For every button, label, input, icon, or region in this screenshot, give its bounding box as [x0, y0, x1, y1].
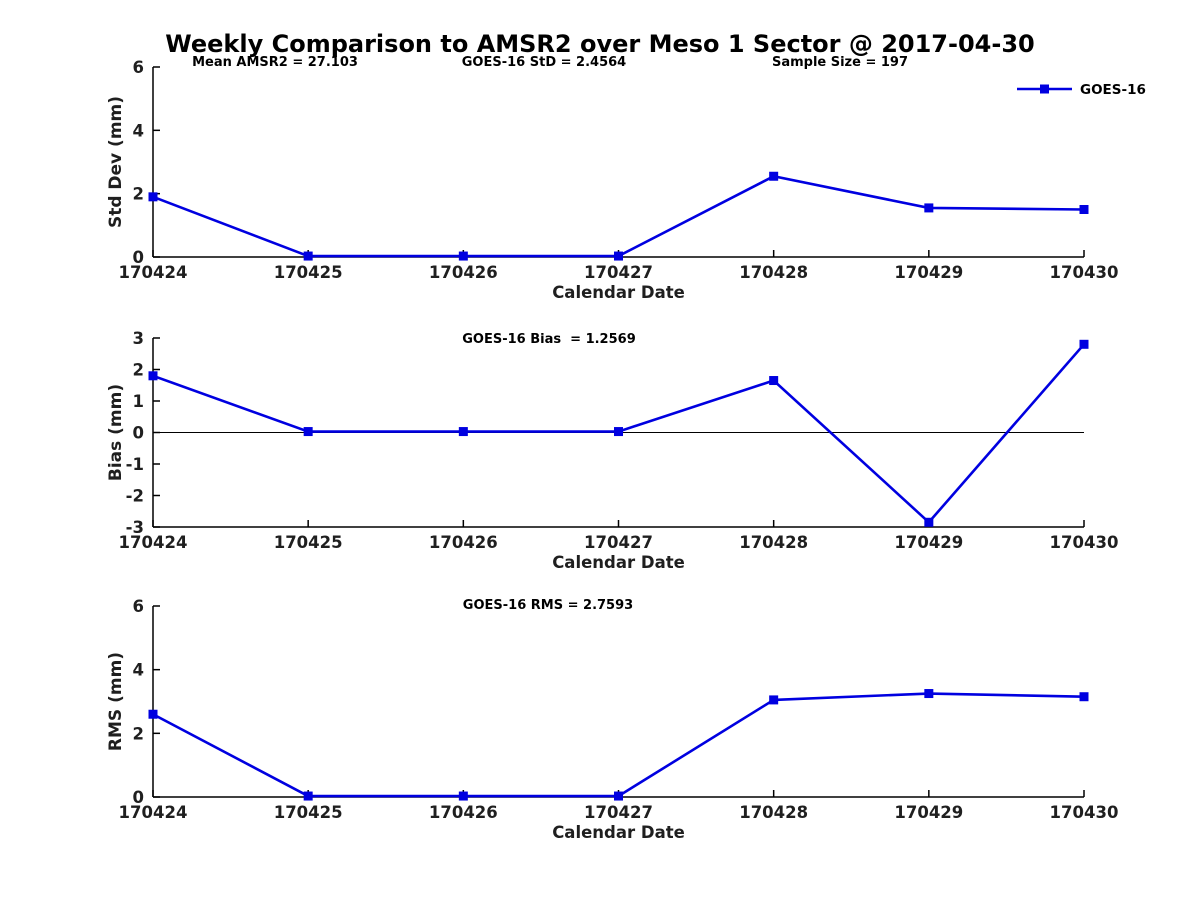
data-point-marker [148, 709, 158, 719]
annotation-text: GOES-16 StD = 2.4564 [462, 55, 626, 70]
y-tick-label: 6 [133, 597, 144, 616]
data-point-marker [924, 517, 934, 527]
x-tick-label: 170429 [894, 263, 963, 282]
data-point-marker [924, 689, 934, 699]
subplot-rms--mm-: 0 2 4 6 170424 170425 170426 170427 170428 170429… [106, 597, 1118, 842]
annotation-text: GOES-16 Bias = 1.2569 [462, 332, 636, 347]
x-tick-label: 170428 [739, 263, 808, 282]
series-line-goes-16 [152, 174, 1085, 258]
x-axis-label: Calendar Date [552, 283, 685, 302]
x-tick-label: 170424 [119, 263, 188, 282]
y-tick-label: 1 [133, 392, 144, 411]
y-tick-label: 2 [133, 361, 144, 380]
subplot-std-dev--mm-: 0 2 4 6 170424 170425 170426 170427 170428 170429… [106, 55, 1146, 302]
data-point-marker [1079, 205, 1089, 214]
legend-label: GOES-16 [1080, 82, 1146, 98]
y-tick-label: -1 [126, 455, 144, 474]
x-tick-label: 170425 [274, 803, 343, 822]
legend: GOES-16 [1017, 82, 1146, 98]
x-tick-label: 170429 [894, 803, 963, 822]
data-point-marker [303, 251, 313, 261]
data-point-marker [614, 251, 623, 261]
y-tick-label: 0 [133, 248, 144, 267]
data-point-marker [924, 203, 934, 213]
x-tick-label: 170426 [429, 263, 498, 282]
y-tick-label: 4 [133, 661, 144, 680]
data-point-marker [769, 171, 779, 181]
y-axis-label: Bias (mm) [106, 384, 126, 481]
x-tick-label: 170424 [119, 803, 188, 822]
x-tick-label: 170430 [1050, 263, 1119, 282]
y-tick-label: 3 [133, 329, 144, 348]
data-point-marker [458, 251, 468, 261]
y-axis-label: Std Dev (mm) [106, 96, 126, 228]
figure-title: Weekly Comparison to AMSR2 over Meso 1 S… [165, 30, 1035, 58]
data-point-marker [303, 791, 313, 801]
y-tick-label: -2 [126, 487, 144, 506]
y-tick-label: 2 [133, 724, 144, 743]
data-point-marker [458, 791, 468, 801]
x-tick-label: 170424 [119, 533, 188, 552]
x-tick-label: 170425 [274, 263, 343, 282]
y-tick-label: -3 [126, 518, 144, 537]
x-tick-label: 170426 [429, 803, 498, 822]
annotation-text: GOES-16 RMS = 2.7593 [463, 598, 633, 613]
x-axis-label: Calendar Date [552, 823, 685, 842]
data-point-marker [769, 376, 779, 386]
data-point-marker [1079, 339, 1089, 349]
y-axis-label: RMS (mm) [106, 652, 126, 751]
data-point-marker [614, 791, 623, 801]
legend-marker [1040, 84, 1049, 94]
y-tick-label: 0 [133, 424, 144, 443]
x-tick-label: 170430 [1050, 803, 1119, 822]
y-tick-label: 2 [133, 185, 144, 204]
subplot-bias--mm-: -3 -2 -1 0 1 2 3 170424 170425 170426 170427 170428… [106, 329, 1118, 572]
y-tick-label: 4 [133, 121, 144, 140]
x-tick-label: 170427 [584, 263, 653, 282]
x-tick-label: 170427 [584, 803, 653, 822]
data-point-marker [303, 427, 313, 437]
x-tick-label: 170426 [429, 533, 498, 552]
annotation-text: Mean AMSR2 = 27.103 [192, 55, 358, 70]
series-line-goes-16 [152, 692, 1085, 798]
x-axis-label: Calendar Date [552, 553, 685, 572]
y-tick-label: 0 [133, 788, 144, 807]
x-tick-label: 170425 [274, 533, 343, 552]
x-tick-label: 170428 [739, 533, 808, 552]
data-point-marker [458, 427, 468, 437]
x-tick-label: 170430 [1050, 533, 1119, 552]
x-tick-label: 170427 [584, 533, 653, 552]
data-point-marker [769, 695, 779, 705]
x-tick-label: 170429 [894, 533, 963, 552]
data-point-marker [1079, 692, 1089, 702]
data-point-marker [614, 427, 623, 437]
annotation-text: Sample Size = 197 [772, 55, 908, 70]
x-tick-label: 170428 [739, 803, 808, 822]
y-tick-label: 6 [133, 58, 144, 77]
data-point-marker [148, 371, 158, 381]
data-point-marker [148, 192, 158, 202]
